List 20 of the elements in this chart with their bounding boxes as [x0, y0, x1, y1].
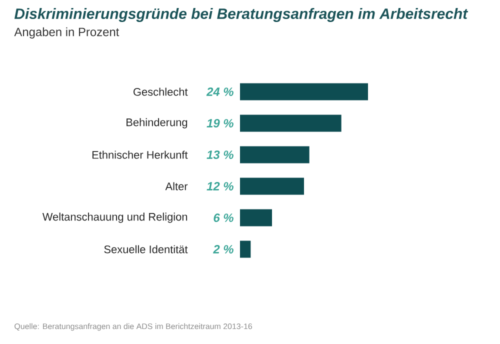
- data-label: 6 %: [214, 214, 234, 222]
- text: Angaben in Prozent: [14, 27, 120, 39]
- y-tick-label: Alter: [165, 182, 188, 190]
- y-tick-label: Sexuelle Identität: [104, 245, 188, 254]
- bar: [240, 83, 368, 100]
- y-tick-label: Behinderung: [126, 118, 188, 128]
- chart-title: Diskriminierungsgründe bei Beratungsanfragen im Arbeitsrecht: [14, 8, 468, 22]
- data-label: 2 %: [213, 245, 234, 254]
- data-label: 12 %: [206, 182, 234, 190]
- bar: [240, 209, 272, 226]
- bar: [240, 240, 251, 258]
- bar: [240, 114, 342, 132]
- data-label: 13 %: [206, 150, 234, 159]
- y-tick-label: Ethnischer Herkunft: [92, 150, 188, 159]
- bar: [240, 146, 310, 164]
- data-label: 24 %: [206, 88, 234, 96]
- bar: [240, 178, 304, 195]
- y-tick-label: Weltanschauung und Religion: [42, 212, 188, 223]
- data-label: 19 %: [206, 119, 234, 128]
- y-tick-label: Geschlecht: [134, 88, 188, 96]
